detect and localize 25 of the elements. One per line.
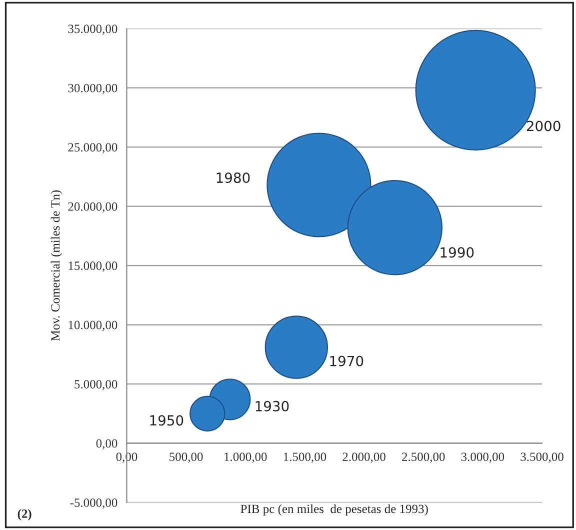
annotation: 1950 <box>150 415 184 426</box>
x-tick-label: 2.000,00 <box>342 452 386 463</box>
annotation: 1930 <box>256 400 289 412</box>
x-tick-label: 3.500,00 <box>520 452 564 463</box>
y-axis-title: Mov. Comercial (miles de Tn) <box>50 190 62 341</box>
x-tick-label: 2.500,00 <box>402 452 445 463</box>
y-tick-label: 20.000,00 <box>68 202 118 213</box>
annotation: 1990 <box>440 247 474 258</box>
x-tick-label: 500,00 <box>170 452 203 463</box>
x-tick-label: 1.000,00 <box>224 452 267 463</box>
y-tick-label: 0,00 <box>96 439 118 450</box>
x-tick-label: 3.000,00 <box>461 452 504 463</box>
y-tick-label: 30.000,00 <box>68 84 118 94</box>
x-axis-title: PIB pc (en miles de pesetas de 1993) <box>240 504 428 516</box>
y-tick-label: 5.000,00 <box>74 380 118 390</box>
annotation: 1970 <box>330 356 364 366</box>
y-tick-label: 15.000,00 <box>68 262 118 272</box>
y-tick-label: 35.000,00 <box>68 24 118 35</box>
y-tick-label: 25.000,00 <box>68 143 118 154</box>
annotation: 1980 <box>216 172 250 184</box>
annotation: 2000 <box>526 120 560 132</box>
text: (2) <box>18 509 32 520</box>
y-tick-label: -5.000,00 <box>70 498 118 509</box>
y-tick-label: 10.000,00 <box>68 320 118 332</box>
x-tick-label: 1.500,00 <box>284 452 326 463</box>
